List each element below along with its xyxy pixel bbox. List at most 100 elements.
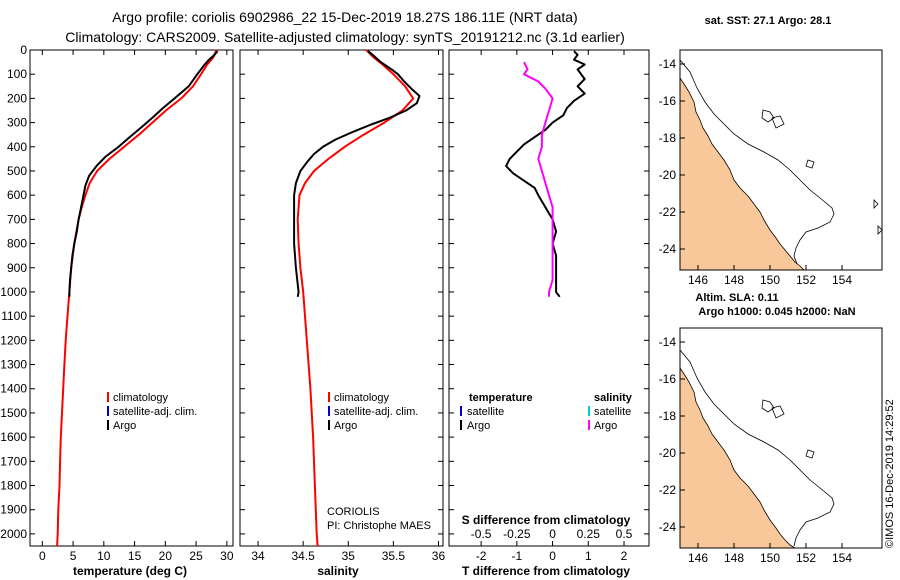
depth-tick-label: 1800 xyxy=(0,479,27,493)
reef-island xyxy=(805,449,815,459)
x-tick-label: 25 xyxy=(189,549,203,563)
x-tick-label: 2 xyxy=(621,549,628,563)
coastline-land xyxy=(679,366,797,549)
salinity-panel: 34 34.5 35 35.5 36 salinity climatology sate… xyxy=(239,49,446,578)
latitude-label: -22 xyxy=(659,483,677,497)
legend-salinity-heading: salinity xyxy=(594,392,633,404)
x-tick-label: 0 xyxy=(39,549,46,563)
x-tick-label: 36 xyxy=(432,549,446,563)
sst-map: sat. SST: 27.1 Argo: 28.1 -14 -16 -18 -20 -2… xyxy=(659,15,883,287)
coastline-land xyxy=(679,76,805,271)
x-tick-label: 35 xyxy=(342,549,356,563)
depth-tick-label: 400 xyxy=(7,140,27,154)
depth-tick-label: 1500 xyxy=(0,406,27,420)
temperature-panel: 0100200300400500600700800900100011001200… xyxy=(0,43,234,578)
x-tick-label: 34 xyxy=(251,549,265,563)
depth-tick-label: 700 xyxy=(7,212,27,226)
s-difference-x-axis-label: S difference from climatology xyxy=(462,513,631,527)
imos-timestamp-watermark: ©IMOS 16-Dec-2019 14:29:52 xyxy=(884,399,896,548)
sla-map-reef-outline xyxy=(679,349,835,547)
longitude-label: 152 xyxy=(796,273,816,287)
legend-climatology-label: climatology xyxy=(334,392,390,404)
figure-title-line1: Argo profile: coriolis 6902986_22 15-Dec… xyxy=(112,9,577,25)
latitude-label: -22 xyxy=(659,205,677,219)
salinity-tick-labels: 34 34.5 35 35.5 36 xyxy=(240,49,446,563)
longitude-label: 146 xyxy=(688,551,708,565)
depth-tick-label: 100 xyxy=(7,67,27,81)
reef-island xyxy=(761,399,775,413)
longitude-label: 152 xyxy=(796,551,816,565)
latitude-label: -18 xyxy=(659,409,677,423)
x-tick-label: 1 xyxy=(585,549,592,563)
depth-tick-label: 200 xyxy=(7,91,27,105)
latitude-label: -14 xyxy=(659,57,677,71)
sst-map-latitude-labels: -14 -16 -18 -20 -22 -24 xyxy=(659,57,685,256)
x-tick-label: -1 xyxy=(512,549,523,563)
legend-t-argo-label: Argo xyxy=(467,420,490,432)
longitude-label: 146 xyxy=(688,273,708,287)
depth-tick-label: 1400 xyxy=(0,382,27,396)
longitude-label: 154 xyxy=(832,273,852,287)
sla-map: Altim. SLA: 0.11 Argo h1000: 0.045 h2000… xyxy=(659,292,883,565)
depth-tick-label: 500 xyxy=(7,164,27,178)
longitude-label: 150 xyxy=(760,273,780,287)
reef-island xyxy=(771,115,785,129)
legend-argo-label: Argo xyxy=(113,420,136,432)
depth-tick-label: 1300 xyxy=(0,358,27,372)
series-line-argo xyxy=(293,50,421,297)
series-line-climatology xyxy=(296,49,415,547)
reef-island xyxy=(805,159,815,169)
x2-tick-label: 0.5 xyxy=(616,527,633,541)
shelf-edge-outline xyxy=(679,349,835,547)
temperature-tick-labels: 0 5 10 15 20 25 30 xyxy=(39,50,234,563)
sst-map-frame xyxy=(679,49,883,271)
legend-satellite-label: satellite-adj. clim. xyxy=(334,406,418,418)
x-tick-label: 20 xyxy=(159,549,173,563)
t-difference-x-axis-label: T difference from climatology xyxy=(462,564,630,578)
depth-tick-label: 300 xyxy=(7,116,27,130)
latitude-label: -24 xyxy=(659,242,677,256)
credit-pi: PI: Christophe MAES xyxy=(327,520,431,532)
s-difference-tick-labels: -0.5 -0.25 0 0.25 0.5 xyxy=(471,527,633,541)
salinity-series xyxy=(293,49,421,547)
salinity-legend: climatology satellite-adj. clim. Argo xyxy=(328,392,418,432)
difference-axes-frame xyxy=(448,49,650,547)
depth-tick-label: 1200 xyxy=(0,333,27,347)
sla-map-longitude-labels: 146 148 150 152 154 xyxy=(688,543,852,565)
sla-map-title: Altim. SLA: 0.11 xyxy=(695,292,778,304)
reef-island xyxy=(873,199,879,209)
x-tick-label: 5 xyxy=(70,549,77,563)
longitude-label: 150 xyxy=(760,551,780,565)
latitude-label: -16 xyxy=(659,94,677,108)
shelf-edge-outline xyxy=(679,59,835,265)
legend-s-argo-label: Argo xyxy=(594,420,617,432)
x-tick-label: 15 xyxy=(128,549,142,563)
x2-tick-label: 0 xyxy=(549,527,556,541)
x-tick-label: 30 xyxy=(220,549,234,563)
longitude-label: 148 xyxy=(724,551,744,565)
depth-tick-label: 0 xyxy=(20,43,27,57)
x2-tick-label: 0.25 xyxy=(577,527,601,541)
legend-argo-label: Argo xyxy=(334,420,357,432)
salinity-x-axis-label: salinity xyxy=(317,564,359,578)
latitude-label: -16 xyxy=(659,372,677,386)
depth-tick-label: 600 xyxy=(7,188,27,202)
sla-map-land xyxy=(679,366,797,549)
reef-island xyxy=(761,109,775,123)
t-difference-tick-labels: -2 -1 0 1 2 xyxy=(449,49,649,563)
salinity-axes-frame xyxy=(239,49,444,547)
depth-tick-label: 1100 xyxy=(1,309,27,323)
difference-series xyxy=(505,50,586,298)
legend-satellite-label: satellite-adj. clim. xyxy=(113,406,197,418)
depth-tick-labels: 0 100 200 300 400 500 600 700 800 900 1000 1100 1200… xyxy=(0,43,35,541)
legend-climatology-label: climatology xyxy=(113,392,169,404)
depth-tick-label: 800 xyxy=(7,237,27,251)
legend-temperature-heading: temperature xyxy=(469,392,533,404)
sla-map-frame xyxy=(679,327,883,549)
depth-tick-label: 2000 xyxy=(0,527,27,541)
series-line-climatology xyxy=(56,49,218,547)
legend-t-satellite-label: satellite xyxy=(467,406,504,418)
depth-tick-label: 1700 xyxy=(0,454,27,468)
temperature-series xyxy=(56,49,219,547)
